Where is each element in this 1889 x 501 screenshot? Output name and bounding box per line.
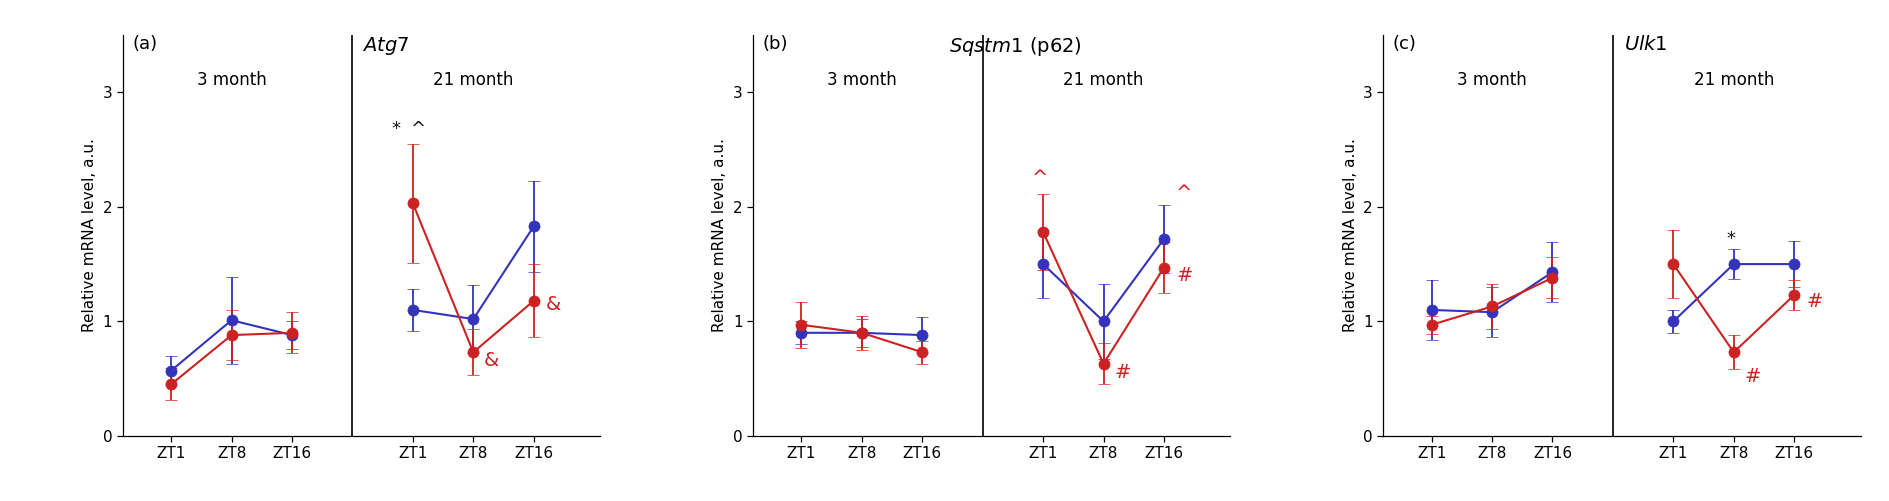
Y-axis label: Relative mRNA level, a.u.: Relative mRNA level, a.u. [712,139,727,332]
Text: #: # [1745,367,1761,386]
Y-axis label: Relative mRNA level, a.u.: Relative mRNA level, a.u. [81,139,96,332]
Text: #: # [1177,266,1192,285]
Text: ^: ^ [1031,169,1048,188]
Text: $\mathit{Atg7}$: $\mathit{Atg7}$ [363,35,408,57]
Y-axis label: Relative mRNA level, a.u.: Relative mRNA level, a.u. [1343,139,1358,332]
Text: (a): (a) [132,35,157,53]
Text: 21 month: 21 month [1694,71,1774,89]
Text: #: # [1115,363,1132,382]
Text: 3 month: 3 month [196,71,266,89]
Text: &: & [484,351,499,370]
Text: $\mathit{Sqstm1}$ $\mathrm{(p62)}$: $\mathit{Sqstm1}$ $\mathrm{(p62)}$ [948,35,1082,58]
Text: (c): (c) [1392,35,1417,53]
Text: ^: ^ [410,120,425,138]
Text: &: & [546,295,561,314]
Text: ^: ^ [1177,183,1192,202]
Text: 3 month: 3 month [827,71,897,89]
Text: 21 month: 21 month [1064,71,1143,89]
Text: #: # [1806,293,1823,312]
Text: $\mathit{Ulk1}$: $\mathit{Ulk1}$ [1625,35,1668,54]
Text: 21 month: 21 month [433,71,514,89]
Text: *: * [391,120,400,138]
Text: (b): (b) [763,35,788,53]
Text: *: * [1727,230,1736,248]
Text: 3 month: 3 month [1456,71,1526,89]
